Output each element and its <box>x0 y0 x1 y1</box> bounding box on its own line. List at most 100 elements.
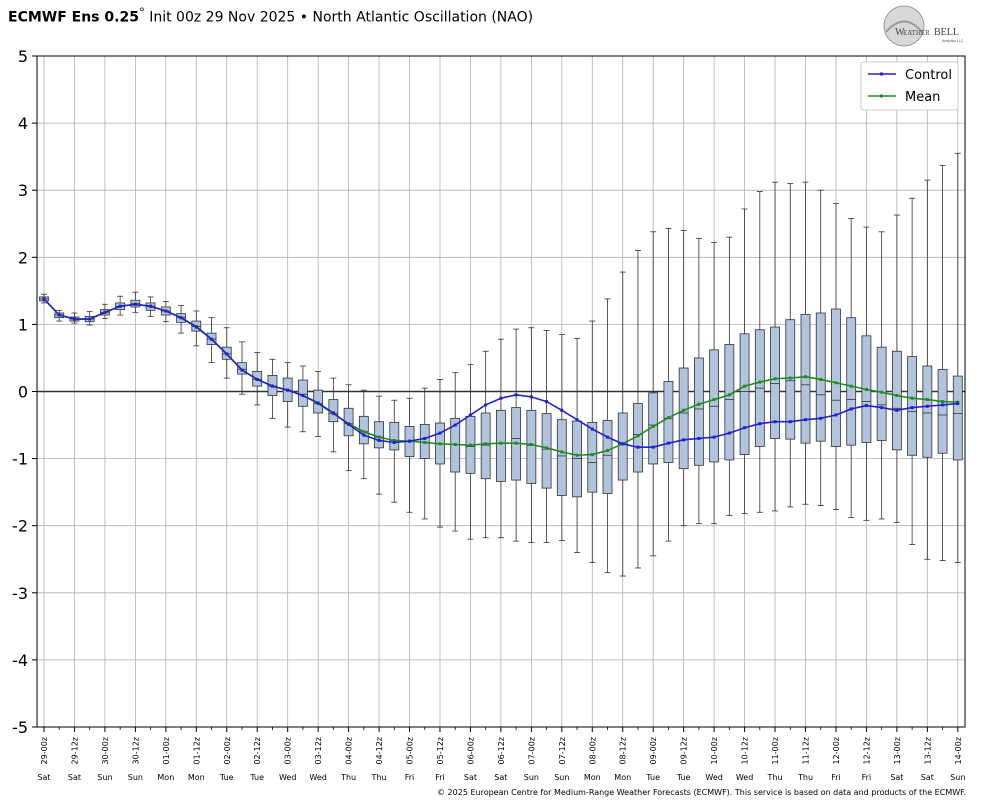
ensemble-box <box>693 357 704 466</box>
mean-point <box>666 416 670 420</box>
x-day-label: Sun <box>950 773 965 782</box>
x-tick-label: 29-00z <box>40 737 49 764</box>
ensemble-box <box>815 312 826 442</box>
ensemble-box <box>663 381 674 464</box>
control-point <box>270 384 274 388</box>
ensemble-box <box>952 375 963 461</box>
ensemble-box <box>343 407 354 437</box>
mean-point <box>834 381 838 385</box>
control-point <box>72 317 76 321</box>
control-point <box>773 420 777 424</box>
mean-point <box>864 387 868 391</box>
control-point <box>910 406 914 410</box>
x-day-label: Sat <box>921 773 934 782</box>
control-point <box>316 401 320 405</box>
control-point <box>301 394 305 398</box>
control-point <box>880 406 884 410</box>
control-point <box>941 403 945 407</box>
x-tick-label: 10-00z <box>710 737 719 764</box>
control-point <box>712 435 716 439</box>
control-point <box>925 404 929 408</box>
ensemble-box <box>831 308 841 447</box>
mean-point <box>712 398 716 402</box>
ensemble-box <box>237 362 247 375</box>
x-tick-label: 01-12z <box>192 737 201 764</box>
ensemble-box <box>739 333 750 455</box>
x-tick-label: 04-00z <box>345 737 354 764</box>
ensemble-box <box>541 413 552 489</box>
control-point <box>331 411 335 415</box>
x-tick-label: 08-00z <box>588 737 597 764</box>
weatherbell-logo: W EATHER BELL Analytics LLC <box>883 5 964 47</box>
mean-point <box>438 442 442 446</box>
y-tick-label: -1 <box>12 450 28 469</box>
control-point <box>438 431 442 435</box>
ensemble-box <box>495 409 506 482</box>
x-tick-label: 06-12z <box>497 737 506 764</box>
x-tick-label: 09-00z <box>649 737 658 764</box>
x-day-label: Sat <box>494 773 507 782</box>
ensemble-box <box>480 412 491 480</box>
control-point <box>529 395 533 399</box>
x-day-label: Thu <box>340 773 356 782</box>
control-point <box>240 368 244 372</box>
control-point <box>606 435 610 439</box>
mean-point <box>819 377 823 381</box>
ensemble-box <box>678 367 689 470</box>
control-point <box>743 426 747 430</box>
x-day-label: Tue <box>645 773 660 782</box>
mean-point <box>606 449 610 453</box>
ensemble-box <box>937 368 948 454</box>
x-day-label: Sun <box>524 773 539 782</box>
mean-point <box>727 393 731 397</box>
legend-mean-marker <box>880 94 883 98</box>
ensemble-box <box>770 326 780 439</box>
control-point <box>210 337 214 341</box>
x-tick-label: 01-00z <box>162 737 171 764</box>
ensemble-box <box>907 356 918 456</box>
model-name: ECMWF Ens 0.25 <box>8 9 139 26</box>
mean-point <box>941 400 945 404</box>
ensemble-box <box>800 313 811 444</box>
control-point <box>590 427 594 431</box>
x-tick-label: 13-00z <box>893 737 902 764</box>
mean-point <box>423 440 427 444</box>
control-point <box>377 438 381 442</box>
ensemble-box <box>876 346 887 441</box>
x-day-label: Thu <box>371 773 387 782</box>
x-day-label: Sat <box>890 773 903 782</box>
mean-point <box>575 453 579 457</box>
x-day-label: Wed <box>736 773 753 782</box>
mean-point <box>590 453 594 457</box>
mean-point <box>362 430 366 434</box>
x-day-label: Wed <box>309 773 326 782</box>
control-point <box>682 438 686 442</box>
mean-point <box>910 396 914 400</box>
control-point <box>956 402 960 406</box>
control-point <box>697 436 701 440</box>
x-day-label: Fri <box>831 773 841 782</box>
control-point <box>468 413 472 417</box>
mean-point <box>788 376 792 380</box>
mean-point <box>895 394 899 398</box>
x-tick-label: 04-12z <box>375 737 384 764</box>
control-point <box>225 352 229 356</box>
x-tick-label: 06-00z <box>466 737 475 764</box>
ensemble-box <box>374 421 384 449</box>
x-tick-label: 14-00z <box>954 737 963 764</box>
ensemble-box <box>556 419 567 496</box>
control-point <box>651 445 655 449</box>
control-point <box>57 313 61 317</box>
mean-point <box>758 380 762 384</box>
y-tick-label: 3 <box>18 181 28 200</box>
control-point <box>560 408 564 412</box>
x-tick-label: 12-12z <box>862 737 871 764</box>
ensemble-box <box>526 409 537 484</box>
x-tick-label: 30-12z <box>131 737 140 764</box>
x-tick-label: 12-00z <box>832 737 841 764</box>
mean-point <box>636 434 640 438</box>
x-tick-label: 10-12z <box>741 737 750 764</box>
ensemble-box <box>891 350 902 451</box>
x-day-label: Fri <box>435 773 445 782</box>
